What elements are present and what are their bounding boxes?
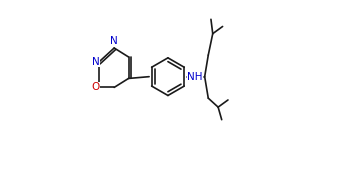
Text: O: O: [92, 82, 100, 92]
Text: N: N: [92, 57, 100, 67]
Text: N: N: [110, 36, 118, 46]
Text: NH: NH: [187, 72, 202, 82]
